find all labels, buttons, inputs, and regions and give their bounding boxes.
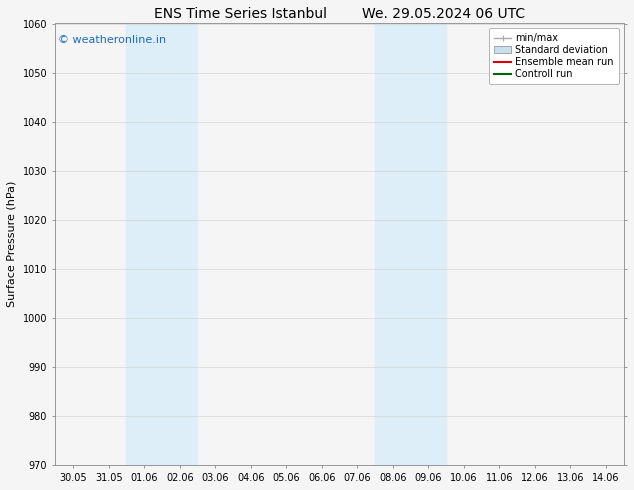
Title: ENS Time Series Istanbul        We. 29.05.2024 06 UTC: ENS Time Series Istanbul We. 29.05.2024 … <box>154 7 525 21</box>
Legend: min/max, Standard deviation, Ensemble mean run, Controll run: min/max, Standard deviation, Ensemble me… <box>489 28 619 84</box>
Text: © weatheronline.in: © weatheronline.in <box>58 34 166 45</box>
Bar <box>126 24 197 465</box>
Bar <box>375 24 446 465</box>
Y-axis label: Surface Pressure (hPa): Surface Pressure (hPa) <box>7 181 17 307</box>
